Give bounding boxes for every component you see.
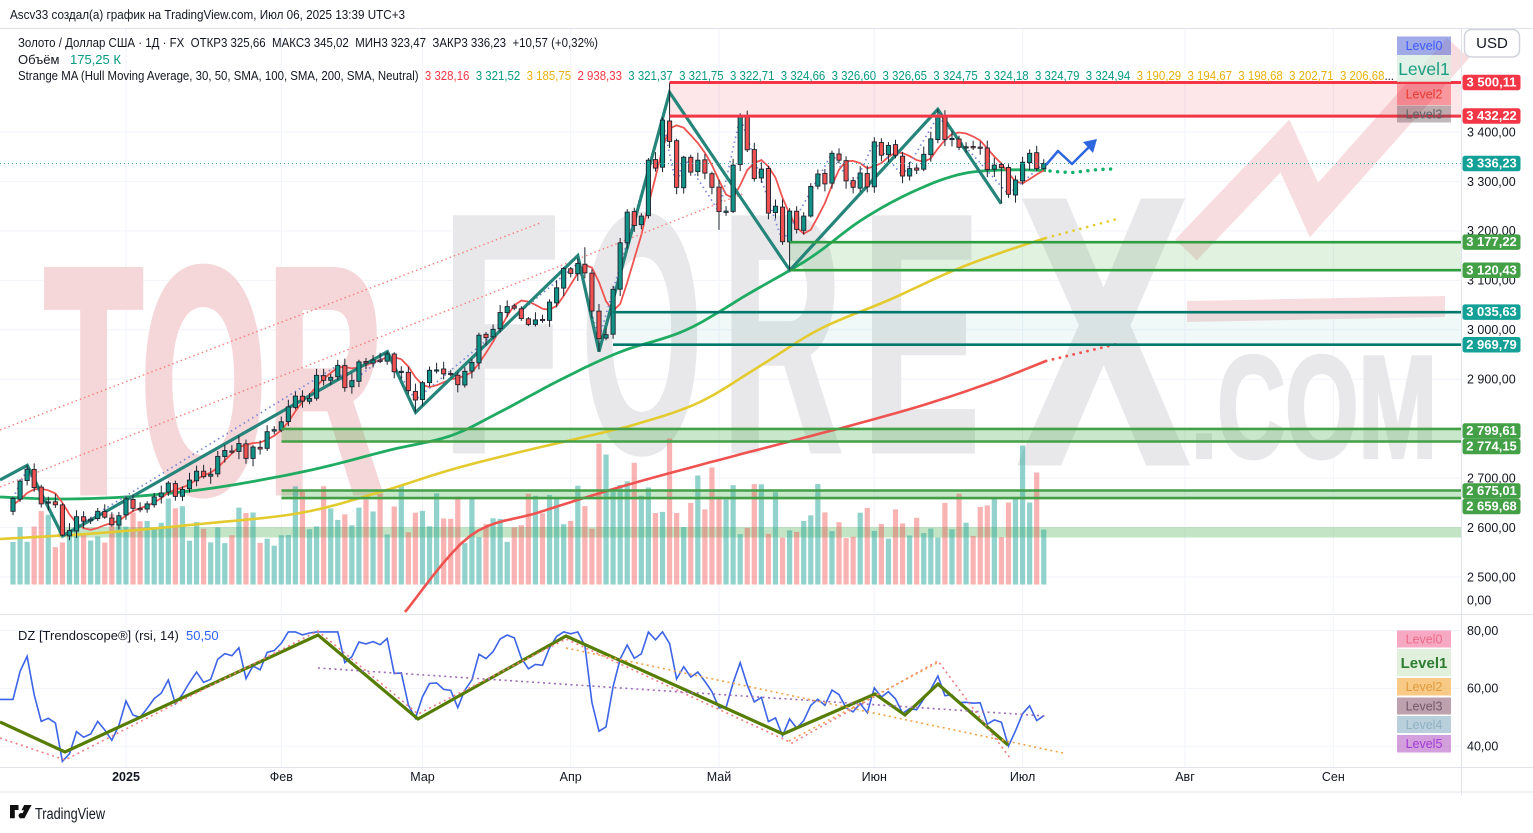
svg-text:USD: USD xyxy=(1476,35,1508,52)
svg-text:Level3: Level3 xyxy=(1406,700,1443,714)
svg-text:Level0: Level0 xyxy=(1406,633,1443,647)
svg-text:Май: Май xyxy=(707,770,732,784)
svg-text:3 300,00: 3 300,00 xyxy=(1467,175,1516,189)
svg-text:175,25 К: 175,25 К xyxy=(70,52,121,67)
svg-text:0,00: 0,00 xyxy=(1467,593,1491,607)
svg-text:2 774,15: 2 774,15 xyxy=(1466,439,1517,454)
svg-text:DZ [Trendoscope®] (rsi, 14) 5: DZ [Trendoscope®] (rsi, 14) 50,50 xyxy=(18,628,219,643)
svg-text:Level1: Level1 xyxy=(1401,655,1448,672)
svg-text:E: E xyxy=(862,147,980,522)
svg-text:2 675,01: 2 675,01 xyxy=(1466,483,1517,498)
svg-text:Июн: Июн xyxy=(862,770,887,784)
svg-text:2 500,00: 2 500,00 xyxy=(1467,570,1516,584)
svg-text:3 500,11: 3 500,11 xyxy=(1467,75,1517,90)
svg-text:Level0: Level0 xyxy=(1406,39,1443,53)
svg-text:3 120,43: 3 120,43 xyxy=(1466,262,1517,277)
svg-text:Объём: Объём xyxy=(18,52,59,67)
svg-text:3 035,63: 3 035,63 xyxy=(1466,304,1517,319)
svg-text:Level3: Level3 xyxy=(1406,108,1443,122)
svg-text:.COM: .COM xyxy=(1191,326,1437,488)
svg-text:2 700,00: 2 700,00 xyxy=(1467,471,1516,485)
svg-text:80,00: 80,00 xyxy=(1467,624,1498,638)
svg-text:Level2: Level2 xyxy=(1406,680,1443,694)
svg-text:Level5: Level5 xyxy=(1406,737,1443,751)
svg-text:Мар: Мар xyxy=(410,770,435,784)
svg-text:2 600,00: 2 600,00 xyxy=(1467,521,1516,535)
svg-text:Авг: Авг xyxy=(1175,770,1195,784)
svg-text:2 799,61: 2 799,61 xyxy=(1466,423,1517,438)
svg-text:60,00: 60,00 xyxy=(1467,682,1498,696)
svg-text:Апр: Апр xyxy=(560,770,582,784)
svg-text:2 659,68: 2 659,68 xyxy=(1466,499,1517,514)
svg-text:2 969,79: 2 969,79 xyxy=(1466,337,1517,352)
svg-text:40,00: 40,00 xyxy=(1467,740,1498,754)
svg-text:TOR: TOR xyxy=(44,202,384,561)
svg-text:2 900,00: 2 900,00 xyxy=(1467,373,1516,387)
svg-text:X: X xyxy=(1019,121,1189,543)
svg-text:TradingView: TradingView xyxy=(35,806,106,823)
svg-text:3 400,00: 3 400,00 xyxy=(1467,125,1516,139)
svg-text:Strange MA (Hull Moving Averag: Strange MA (Hull Moving Average, 30, 50,… xyxy=(18,68,1394,83)
svg-text:Level4: Level4 xyxy=(1406,718,1443,732)
svg-text:Level2: Level2 xyxy=(1406,88,1443,102)
svg-text:Сен: Сен xyxy=(1322,770,1345,784)
svg-text:Ascv33 создал(а) график на Tra: Ascv33 создал(а) график на TradingView.c… xyxy=(10,7,405,22)
svg-text:F: F xyxy=(442,147,560,522)
svg-text:Level1: Level1 xyxy=(1398,59,1450,79)
svg-text:Июл: Июл xyxy=(1010,770,1035,784)
svg-text:O: O xyxy=(582,147,702,522)
svg-text:Золото / Доллар США · 1Д · FX: Золото / Доллар США · 1Д · FX ОТКР3 325,… xyxy=(18,35,598,50)
svg-text:2025: 2025 xyxy=(112,770,140,784)
svg-text:3 000,00: 3 000,00 xyxy=(1467,323,1516,337)
svg-text:Фев: Фев xyxy=(270,770,293,784)
svg-text:3 177,22: 3 177,22 xyxy=(1466,234,1517,249)
svg-text:3 336,23: 3 336,23 xyxy=(1466,156,1517,171)
svg-text:3 432,22: 3 432,22 xyxy=(1466,108,1517,123)
